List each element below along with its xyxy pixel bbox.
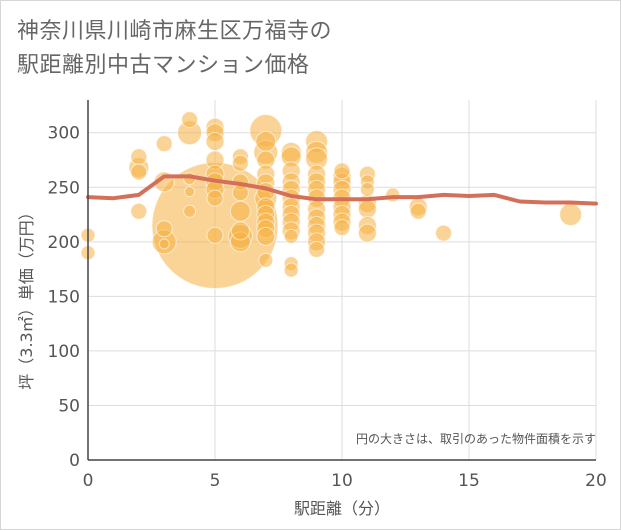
bubble-point-6	[155, 135, 173, 153]
bubble-point-11	[181, 111, 199, 129]
tick-labels: 0 50 100 150 200 250 300 0 5 10 15 20	[48, 124, 607, 491]
bubble-point-27	[231, 154, 249, 172]
x-tick-label-4: 20	[585, 471, 607, 491]
bubble-point-46	[256, 226, 276, 246]
y-axis-label: 坪（3.3㎡）単価（万円）	[17, 204, 36, 389]
y-tick-label-4: 200	[48, 233, 80, 253]
bubble-point-35	[255, 130, 277, 152]
bubble-point-90	[385, 187, 401, 203]
bubble-point-94	[559, 203, 583, 227]
bubble-point-58	[283, 228, 299, 244]
chart-title-line-1: 神奈川県川崎市麻生区万福寺の	[17, 19, 333, 44]
trend-line-group	[86, 174, 598, 206]
trend-line	[86, 174, 598, 206]
x-tick-label-2: 10	[331, 471, 353, 491]
y-tick-label-5: 250	[48, 178, 80, 198]
bubble-point-18	[205, 131, 225, 151]
bubble-point-8	[155, 220, 173, 238]
grid-lines	[88, 100, 597, 460]
chart-note: 円の大きさは、取引のあった物件面積を示す	[356, 431, 596, 446]
bubble-point-89	[357, 223, 377, 243]
bubble-point-92	[409, 202, 427, 220]
x-tick-label-0: 0	[83, 471, 94, 491]
x-axis-label: 駅距離（分）	[294, 499, 390, 518]
bubble-point-87	[357, 199, 377, 219]
bubble-point-15	[183, 204, 197, 218]
bubble-point-82	[333, 219, 351, 237]
bubble-point-47	[258, 252, 274, 268]
bubble-point-85	[359, 181, 375, 197]
axes	[87, 100, 596, 461]
y-tick-label-0: 0	[69, 451, 80, 471]
bubble-point-73	[308, 240, 326, 258]
bubble-point-4	[130, 163, 148, 181]
y-tick-label-3: 150	[48, 287, 80, 307]
bubble-point-14	[184, 186, 196, 198]
bubble-point-31	[230, 221, 250, 241]
bubble-point-60	[283, 262, 299, 278]
y-tick-label-2: 100	[48, 342, 80, 362]
chart-title: 神奈川県川崎市麻生区万福寺の 駅距離別中古マンション価格	[17, 15, 577, 83]
bubble-point-93	[435, 224, 453, 242]
y-tick-label-6: 300	[48, 124, 80, 144]
x-tick-label-3: 15	[458, 471, 480, 491]
bubble-point-5	[130, 202, 148, 220]
y-tick-label-1: 50	[58, 396, 80, 416]
bubble-point-74	[333, 162, 351, 180]
bubble-point-24	[206, 226, 224, 244]
bubble-point-2	[130, 148, 148, 166]
chart-title-line-2: 駅距離別中古マンション価格	[17, 53, 310, 78]
bubble-series	[80, 111, 583, 289]
bubble-point-23	[206, 189, 224, 207]
bubble-point-10	[158, 238, 170, 250]
bubble-point-29	[231, 184, 249, 202]
x-tick-label-1: 5	[210, 471, 221, 491]
bubble-point-30	[229, 200, 251, 222]
